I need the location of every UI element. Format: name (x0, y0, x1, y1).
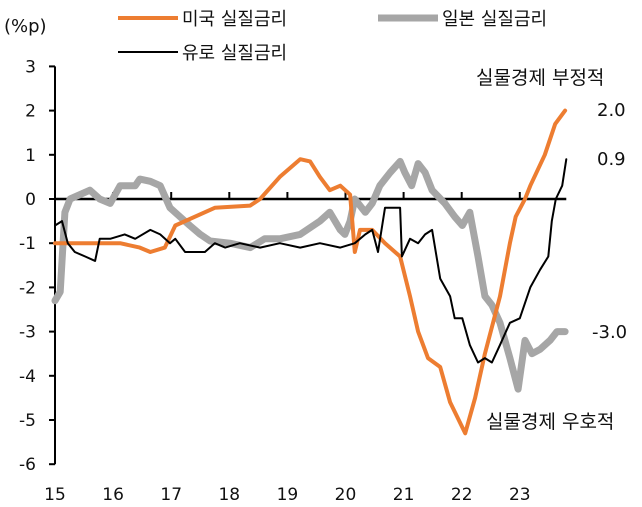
y-tick-label: -1 (19, 234, 36, 254)
legend-label-0: 미국 실질금리 (182, 9, 287, 30)
x-tick-label: 19 (277, 485, 299, 505)
x-tick-label: 16 (102, 485, 124, 505)
series-lines (51, 108, 569, 436)
x-tick-label: 23 (509, 485, 531, 505)
x-tick-label: 22 (451, 485, 473, 505)
x-tick-label: 18 (218, 485, 240, 505)
x-tick-label: 17 (160, 485, 182, 505)
x-tick-label: 20 (335, 485, 357, 505)
y-tick-label: -3 (19, 323, 36, 343)
series-line-2 (54, 158, 568, 364)
y-tick-label: 3 (25, 57, 36, 77)
y-tick-label: 0 (25, 190, 36, 210)
y-tick-label: -4 (19, 367, 36, 387)
end-label-japan: -3.0 (592, 322, 627, 343)
y-tick-label: -2 (19, 278, 36, 298)
y-tick-label: -5 (19, 411, 36, 431)
y-tick-label: -6 (19, 455, 36, 475)
x-tick-label: 21 (393, 485, 415, 505)
end-label-euro: 0.9 (597, 149, 626, 170)
annotation-negative: 실물경제 부정적 (476, 67, 604, 89)
y-axis-label: (%p) (4, 16, 47, 37)
annotation-positive: 실물경제 우호적 (486, 411, 614, 433)
legend-label-2: 유로 실질금리 (182, 43, 287, 64)
end-label-us: 2.0 (597, 100, 626, 121)
y-tick-label: 1 (25, 146, 36, 166)
series-line-0 (53, 108, 568, 436)
legend-label-1: 일본 실질금리 (442, 9, 547, 30)
x-tick-label: 15 (44, 485, 66, 505)
y-tick-label: 2 (25, 102, 36, 122)
series-line-1 (51, 157, 569, 393)
